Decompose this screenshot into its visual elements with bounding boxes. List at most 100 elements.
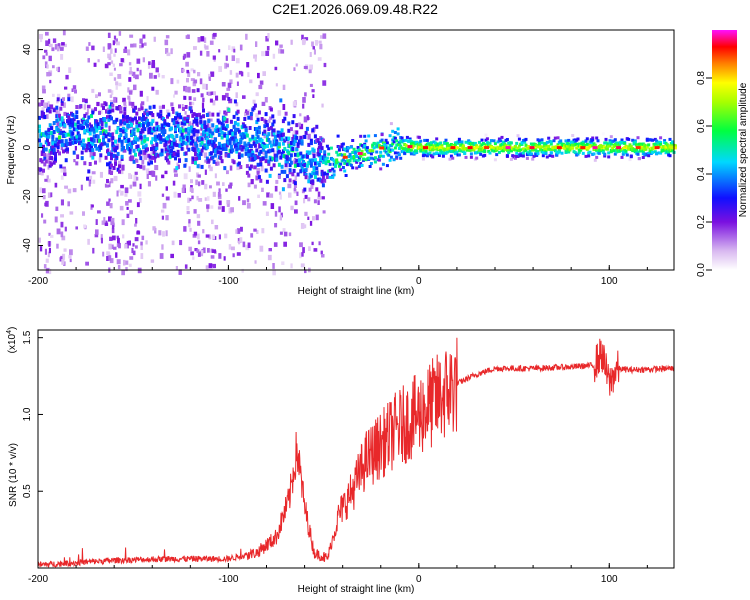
heatmap-noise-cell — [165, 35, 170, 39]
heatmap-noise-cell — [107, 43, 112, 50]
heatmap-band-cell — [349, 163, 353, 167]
heatmap-band-cell — [155, 142, 159, 147]
heatmap-band-cell — [328, 175, 332, 179]
colorbar-ticks: 0.00.20.40.60.8 — [696, 71, 712, 277]
heatmap-noise-cell — [128, 97, 131, 103]
heatmap-noise-cell — [193, 46, 197, 50]
heatmap-noise-cell — [110, 150, 114, 154]
heatmap-noise-cell — [191, 195, 194, 200]
heatmap-band-cell — [377, 158, 381, 162]
heatmap-band-cell — [100, 122, 104, 127]
heatmap-noise-cell — [62, 102, 66, 108]
heatmap-band-cell — [536, 145, 540, 149]
heatmap-band-cell — [208, 129, 212, 134]
heatmap-noise-cell — [193, 209, 197, 214]
heatmap-band-cell — [100, 103, 104, 108]
heatmap-noise-cell — [119, 63, 123, 67]
heatmap-noise-cell — [123, 105, 127, 109]
heatmap-band-cell — [595, 136, 599, 140]
heatmap-noise-cell — [189, 227, 192, 232]
heatmap-noise-cell — [48, 43, 53, 48]
heatmap-band-cell — [664, 147, 668, 151]
heatmap-band-cell — [38, 102, 41, 107]
heatmap-band-cell — [126, 143, 129, 148]
heatmap-band-cell — [275, 179, 279, 184]
heatmap-band-cell — [172, 138, 176, 142]
heatmap-noise-cell — [304, 269, 307, 274]
heatmap-noise-cell — [283, 241, 287, 247]
heatmap-band-cell — [108, 132, 112, 137]
heatmap-band-cell — [131, 101, 135, 106]
heatmap-band-cell — [397, 141, 401, 145]
heatmap-band-cell — [399, 144, 403, 148]
heatmap-band-cell — [456, 146, 460, 150]
heatmap-band-cell — [659, 142, 663, 146]
heatmap-band-cell — [232, 124, 236, 129]
heatmap-noise-cell — [115, 81, 119, 86]
heatmap-band-cell — [516, 146, 520, 150]
heatmap-band-cell — [267, 127, 271, 132]
heatmap-noise-cell — [44, 61, 48, 66]
heatmap-noise-cell — [275, 40, 279, 46]
heatmap-band-cell — [443, 141, 447, 145]
heatmap-band-cell — [79, 104, 83, 109]
heatmap-noise-cell — [279, 194, 282, 200]
heatmap-band-cell — [377, 144, 381, 148]
heatmap-band-cell — [417, 145, 421, 149]
heatmap-noise-cell — [75, 226, 78, 230]
heatmap-band-cell — [671, 140, 675, 144]
heatmap-noise-cell — [125, 187, 129, 193]
heatmap-band-cell — [635, 143, 639, 147]
heatmap-band-cell — [52, 121, 56, 125]
heatmap-noise-cell — [308, 246, 311, 251]
heatmap-noise-cell — [103, 217, 106, 222]
heatmap-noise-cell — [100, 234, 103, 240]
heatmap-band-cell — [285, 174, 289, 179]
heatmap-band-cell — [464, 155, 468, 159]
heatmap-band-cell — [363, 144, 367, 148]
heatmap-band-cell — [160, 148, 164, 153]
heatmap-noise-cell — [72, 85, 77, 90]
spectrogram-y-tick-label: 40 — [22, 44, 33, 56]
heatmap-band-cell — [182, 140, 185, 145]
heatmap-band-cell — [83, 128, 87, 133]
heatmap-noise-cell — [107, 89, 112, 93]
heatmap-band-cell — [110, 171, 113, 175]
heatmap-band-cell — [136, 137, 140, 142]
heatmap-band-cell — [195, 119, 199, 123]
heatmap-band-cell — [276, 146, 280, 151]
heatmap-band-cell — [391, 129, 395, 133]
heatmap-peak-cell — [407, 145, 413, 149]
heatmap-band-cell — [255, 127, 259, 131]
heatmap-band-cell — [384, 150, 388, 154]
heatmap-band-cell — [47, 142, 51, 146]
heatmap-band-cell — [304, 168, 308, 173]
heatmap-noise-cell — [186, 78, 189, 83]
heatmap-noise-cell — [141, 235, 145, 241]
heatmap-band-cell — [155, 121, 159, 126]
heatmap-band-cell — [263, 124, 267, 129]
heatmap-band-cell — [204, 124, 208, 129]
heatmap-band-cell — [339, 162, 343, 166]
heatmap-noise-cell — [318, 241, 321, 246]
heatmap-band-cell — [272, 128, 276, 133]
heatmap-noise-cell — [184, 264, 188, 269]
heatmap-band-cell — [321, 176, 325, 180]
heatmap-noise-cell — [104, 222, 109, 226]
heatmap-noise-cell — [304, 211, 308, 216]
heatmap-band-cell — [140, 128, 144, 133]
heatmap-band-cell — [545, 155, 549, 159]
heatmap-noise-cell — [122, 234, 125, 239]
heatmap-band-cell — [556, 143, 560, 147]
heatmap-noise-cell — [216, 181, 220, 186]
heatmap-band-cell — [51, 144, 55, 149]
heatmap-noise-cell — [48, 55, 52, 62]
heatmap-band-cell — [228, 131, 232, 136]
heatmap-band-cell — [460, 140, 464, 144]
heatmap-band-cell — [182, 135, 185, 140]
heatmap-band-cell — [296, 153, 300, 158]
heatmap-band-cell — [164, 156, 168, 161]
heatmap-band-cell — [395, 155, 399, 159]
heatmap-band-cell — [237, 161, 241, 166]
heatmap-band-cell — [541, 154, 545, 158]
